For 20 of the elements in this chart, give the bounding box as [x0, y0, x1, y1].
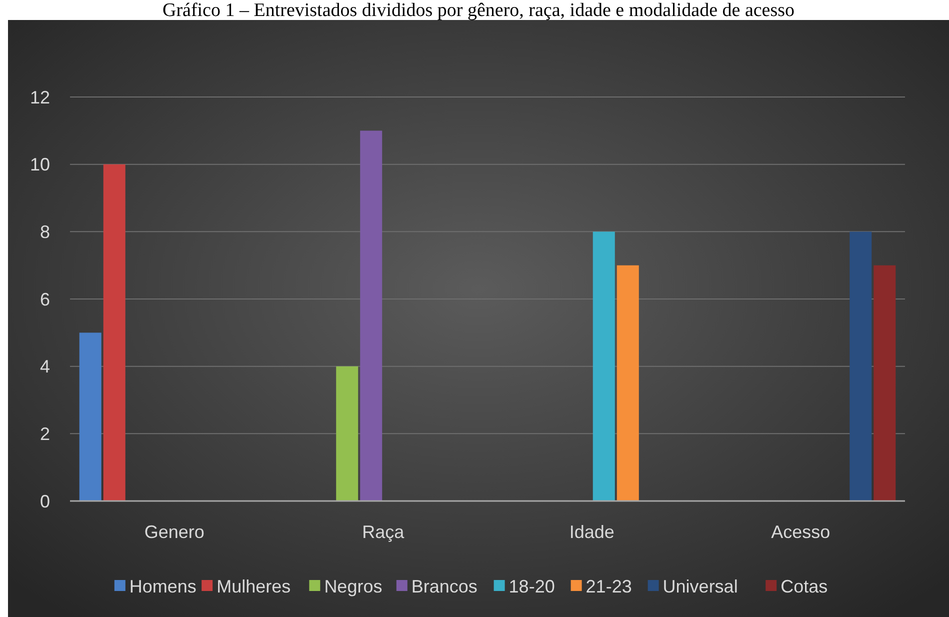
legend-label: Universal [662, 576, 738, 596]
legend-label: Brancos [411, 576, 478, 596]
legend-label: 18-20 [508, 576, 555, 596]
chart-title: Gráfico 1 – Entrevistados divididos por gênero, raça, idade e modalidade de acesso [162, 0, 795, 21]
legend-label: 21-23 [586, 576, 632, 596]
x-tick-label: Genero [144, 522, 204, 542]
x-tick-label: Idade [569, 522, 614, 542]
x-tick-label: Acesso [771, 522, 830, 542]
y-tick-label: 12 [30, 87, 50, 108]
legend-label: Mulheres [216, 576, 291, 596]
y-tick-label: 0 [40, 491, 50, 512]
y-tick-label: 6 [40, 289, 50, 310]
x-tick-label: Raça [362, 522, 406, 542]
y-tick-label: 10 [30, 154, 50, 175]
legend-label: Homens [129, 576, 196, 596]
legend-label: Cotas [780, 576, 828, 596]
y-tick-label: 4 [40, 356, 50, 377]
y-tick-label: 2 [40, 424, 50, 444]
y-tick-label: 8 [40, 222, 50, 242]
legend-label: Negros [324, 576, 382, 596]
